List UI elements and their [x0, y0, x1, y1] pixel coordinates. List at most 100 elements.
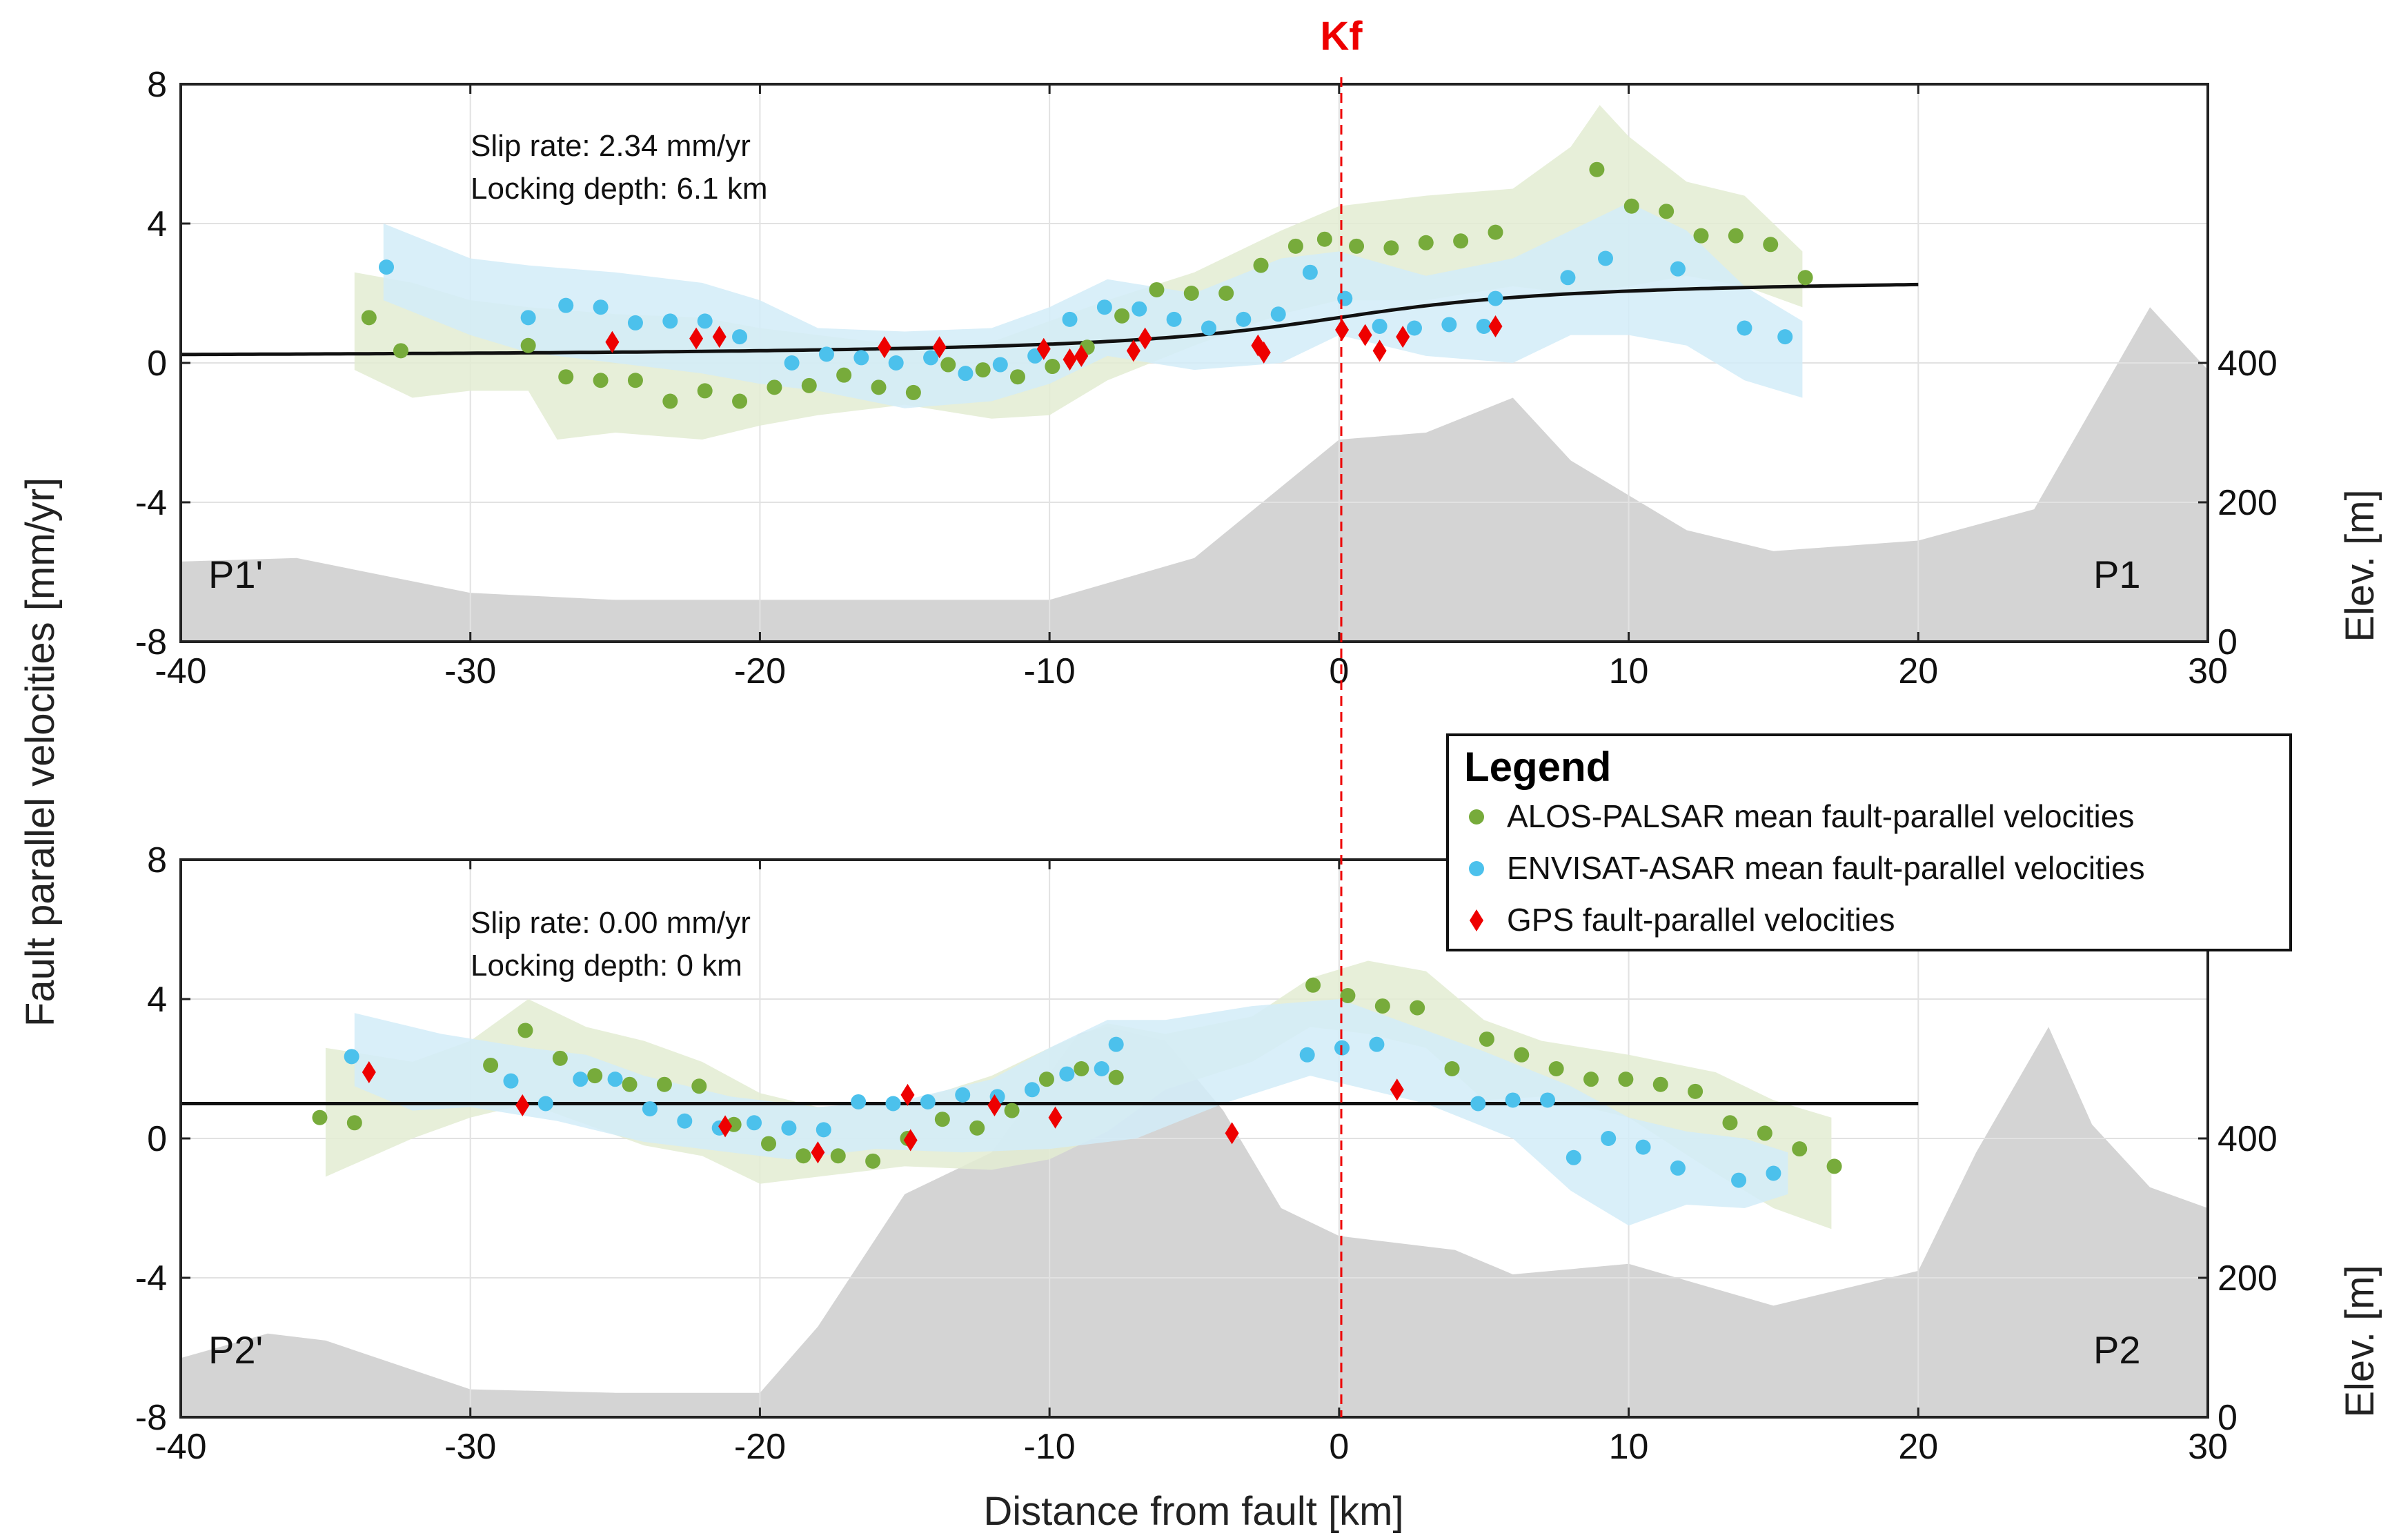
elevation-axis-label-p1: Elev. [m]: [2338, 489, 2382, 642]
envisat-point: [1470, 1096, 1486, 1112]
alos-point: [1514, 1047, 1530, 1063]
envisat-point: [816, 1122, 831, 1138]
elevation-axis-label-p2: Elev. [m]: [2338, 1265, 2382, 1417]
elev-tick-label: 200: [2218, 1258, 2278, 1299]
alos-point: [940, 357, 956, 373]
envisat-point: [1476, 318, 1492, 334]
panel-p1-alos-points: [361, 161, 1813, 409]
gps-point: [718, 1115, 733, 1138]
gps-point: [689, 327, 704, 350]
envisat-point: [781, 1120, 797, 1136]
legend-alos-marker: [1469, 809, 1484, 825]
panel-p1-gps-points: [605, 315, 1503, 371]
panel-p2-uncertainty-bands: [325, 960, 1832, 1230]
alos-point: [969, 1120, 985, 1136]
legend-alos-label: ALOS-PALSAR mean fault-parallel velociti…: [1507, 798, 2134, 834]
envisat-point: [1059, 1066, 1075, 1082]
envisat-point: [888, 355, 904, 371]
panel-p1-left-label: P1': [208, 553, 263, 596]
panel-p1-elevation: [181, 307, 2208, 642]
alos-point: [836, 367, 852, 383]
envisat-point: [1302, 264, 1318, 280]
envisat-uncertainty-band: [383, 202, 1803, 408]
gps-point: [1074, 344, 1089, 367]
alos-point: [697, 383, 713, 399]
envisat-point: [732, 329, 748, 345]
envisat-point: [573, 1072, 589, 1087]
alos-point: [622, 1076, 638, 1092]
panel-p1-locking-depth: Locking depth: 6.1 km: [471, 172, 767, 206]
x-tick-label: -20: [734, 651, 786, 691]
alos-point: [975, 362, 991, 378]
alos-point: [1618, 1072, 1634, 1087]
alos-point: [1444, 1061, 1460, 1076]
gps-point: [1048, 1106, 1063, 1129]
alos-point: [1349, 238, 1365, 254]
fault-label: Kf: [1320, 14, 1363, 59]
envisat-point: [537, 1096, 553, 1112]
x-tick-label: 0: [1329, 651, 1349, 691]
envisat-point: [1369, 1036, 1385, 1052]
envisat-point: [885, 1096, 901, 1112]
gps-point: [1396, 326, 1410, 348]
y-axis-label: Fault parallel velocities [mm/yr]: [18, 477, 63, 1027]
gps-point: [1390, 1078, 1404, 1101]
envisat-point: [992, 357, 1008, 373]
envisat-point: [1566, 1149, 1581, 1165]
envisat-point: [747, 1115, 762, 1131]
panel-p2-slip-rate: Slip rate: 0.00 mm/yr: [471, 906, 751, 940]
gps-point: [515, 1094, 530, 1117]
alos-point: [517, 1023, 533, 1038]
x-tick-label: -40: [155, 1427, 206, 1467]
alos-point: [1410, 1000, 1425, 1016]
alos-point: [1757, 1125, 1772, 1141]
panel-p2-envisat-points: [344, 1036, 1781, 1188]
elevation-profile: [181, 1027, 2208, 1417]
alos-point: [1589, 161, 1605, 177]
x-axis-label: Distance from fault [km]: [983, 1489, 1403, 1534]
alos-point: [483, 1057, 499, 1073]
y-tick-label: 4: [147, 204, 167, 244]
panel-p1-uncertainty-bands: [354, 105, 1803, 440]
alos-point: [520, 337, 536, 353]
x-tick-label: 10: [1609, 651, 1649, 691]
panel-p2-locking-depth: Locking depth: 0 km: [471, 949, 742, 983]
legend-box: [1446, 733, 2292, 951]
alos-point: [1488, 224, 1503, 240]
envisat-point: [1024, 1082, 1040, 1098]
alos-point: [662, 393, 678, 409]
elev-tick-label: 200: [2218, 483, 2278, 523]
x-tick-label: -10: [1024, 651, 1076, 691]
alos-point: [1479, 1031, 1494, 1047]
alos-point: [1253, 257, 1269, 273]
envisat-point: [520, 310, 536, 326]
envisat-point: [344, 1049, 359, 1065]
gps-point: [811, 1141, 825, 1164]
y-tick-label: -8: [135, 1398, 167, 1438]
gps-point: [903, 1129, 918, 1152]
legend-envisat-label: ENVISAT-ASAR mean fault-parallel velocit…: [1507, 850, 2145, 886]
gps-point: [1372, 339, 1387, 362]
envisat-point: [1299, 1047, 1315, 1063]
alos-point: [1652, 1076, 1668, 1092]
panel-p2-alos-points: [312, 977, 1842, 1174]
alos-point: [1004, 1103, 1020, 1118]
panel-p2: -40 -30 -20 -10 0 10 20 30 8 4 0 -4 -8 400 200 0 Slip r…: [135, 840, 2278, 1467]
envisat-point: [1406, 320, 1422, 336]
envisat-point: [1670, 1160, 1686, 1176]
y-tick-label: -8: [135, 622, 167, 662]
alos-point: [732, 393, 748, 409]
elev-tick-label: 400: [2218, 344, 2278, 384]
alos-point: [1114, 308, 1130, 324]
elevation-profile: [181, 307, 2208, 642]
x-tick-label: 30: [2188, 651, 2228, 691]
alos-point: [312, 1109, 328, 1125]
gps-point: [1335, 319, 1350, 342]
gps-point: [1256, 341, 1271, 364]
envisat-point: [1560, 270, 1576, 286]
envisat-point: [607, 1072, 623, 1087]
envisat-point: [1488, 290, 1503, 306]
panel-p2-left-label: P2': [208, 1328, 263, 1372]
gps-point: [1488, 315, 1503, 337]
alos-point: [801, 377, 817, 393]
